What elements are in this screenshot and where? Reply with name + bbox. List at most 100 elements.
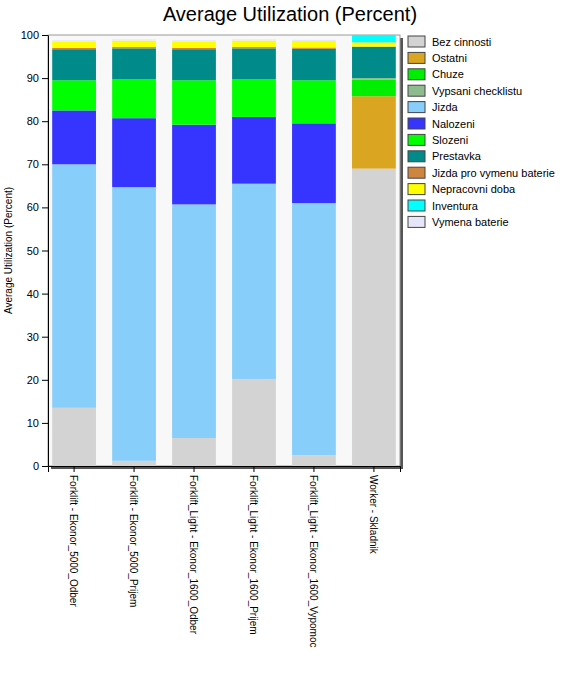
legend-entry: Prestavka (408, 150, 482, 162)
y-tick: 80 (27, 115, 48, 127)
bar-segment (112, 48, 156, 79)
bar-segment (292, 49, 336, 80)
y-tick-mark (42, 164, 48, 165)
bar-segment (232, 39, 276, 40)
bars (52, 35, 396, 466)
x-tick-label: Forklift - Ekonor_5000_Prijem (128, 475, 139, 607)
y-tick-label: 70 (27, 158, 39, 170)
legend-label: Prestavka (432, 150, 482, 162)
bar-segment (292, 40, 336, 41)
bar-segment (352, 47, 396, 78)
y-tick-mark (42, 78, 48, 79)
y-tick-label: 80 (27, 115, 39, 127)
y-tick-label: 10 (27, 417, 39, 429)
legend-label: Nepracovni doba (432, 183, 516, 195)
legend-swatch (408, 36, 425, 47)
bar-segment (52, 49, 96, 80)
bar-segment (172, 204, 216, 438)
legend-entry: Vymena baterie (408, 216, 509, 228)
bar-segment (352, 96, 396, 168)
bar-segment (292, 123, 336, 203)
x-tick-mark (373, 466, 374, 472)
x-tick-mark (74, 466, 75, 472)
series (352, 80, 396, 96)
legend-swatch (408, 102, 425, 113)
bar-segment (172, 41, 216, 42)
bar-segment (292, 47, 336, 48)
bar-segment (172, 49, 216, 80)
bar-segment (352, 169, 396, 466)
y-tick-mark (42, 380, 48, 381)
series (352, 35, 396, 42)
y-tick: 60 (27, 201, 48, 213)
x-tick-label: Forklift_Light - Ekonor_1600_Prijem (248, 475, 259, 635)
x-tick: Forklift_Light - Ekonor_1600_Odber (188, 466, 199, 635)
bar-segment (52, 164, 96, 408)
legend-label: Slozeni (432, 134, 468, 146)
series (52, 169, 396, 466)
y-tick-mark (42, 337, 48, 338)
legend-swatch (408, 216, 425, 227)
bar-segment (52, 80, 96, 110)
legend-label: Chuze (432, 68, 464, 80)
bar-segment (112, 79, 156, 118)
legend-swatch (408, 118, 425, 129)
bar-segment (232, 79, 276, 116)
x-tick-label: Worker - Skladnik (368, 475, 379, 555)
bar-segment (52, 41, 96, 42)
legend-entry: Nepracovni doba (408, 183, 516, 195)
bar-segment (112, 461, 156, 466)
legend-entry: Bez cinnosti (408, 36, 491, 48)
bar-segment (172, 125, 216, 205)
legend-entry: Jizda (408, 101, 459, 113)
x-tick-mark (194, 466, 195, 472)
legend-label: Jizda pro vymenu baterie (432, 167, 555, 179)
bar-segment (232, 117, 276, 184)
x-tick-label: Forklift_Light - Ekonor_1600_Vypomoc (308, 475, 319, 648)
y-tick-mark (42, 423, 48, 424)
y-tick-label: 90 (27, 72, 39, 84)
legend-label: Bez cinnosti (432, 36, 491, 48)
x-axis: Forklift - Ekonor_5000_OdberForklift - E… (49, 466, 401, 648)
y-tick: 40 (27, 288, 48, 300)
bar-segment (52, 110, 96, 164)
y-tick-mark (42, 294, 48, 295)
legend-entry: Chuze (408, 68, 464, 80)
bar-segment (352, 35, 396, 42)
legend-entry: Nalozeni (408, 118, 475, 130)
bar-segment (352, 35, 396, 36)
bar-segment (172, 438, 216, 466)
x-axis-line (49, 467, 401, 473)
legend-entry: Jizda pro vymenu baterie (408, 167, 555, 179)
y-axis: 0102030405060708090100 (21, 29, 49, 472)
legend-swatch (408, 134, 425, 145)
x-tick: Forklift_Light - Ekonor_1600_Vypomoc (308, 466, 319, 648)
legend-entry: Ostatni (408, 52, 467, 64)
series (352, 78, 396, 80)
y-tick: 70 (27, 158, 48, 170)
bar-segment (112, 39, 156, 40)
bar-segment (112, 41, 156, 47)
y-tick: 20 (27, 374, 48, 386)
y-tick: 10 (27, 417, 48, 429)
bar-segment (232, 41, 276, 47)
series (52, 164, 336, 461)
series (52, 41, 396, 48)
y-tick-mark (42, 35, 48, 36)
legend-label: Inventura (432, 200, 479, 212)
series (52, 39, 336, 41)
legend-swatch (408, 151, 425, 162)
plot-background (48, 35, 400, 466)
bar-segment (292, 41, 336, 42)
legend-entry: Inventura (408, 200, 479, 212)
x-tick-mark (134, 466, 135, 472)
y-tick-mark (42, 251, 48, 252)
y-axis-title: Average Utilization (Percent) (3, 187, 14, 314)
bar-segment (172, 80, 216, 124)
bar-segment (292, 41, 336, 47)
y-tick-label: 100 (21, 29, 39, 41)
legend: Bez cinnosti Ostatni Chuze Vypsani checklis… (408, 36, 555, 228)
y-tick-label: 0 (33, 460, 39, 472)
legend-entry: Vypsani checklistu (408, 85, 522, 97)
bar-segment (352, 42, 396, 46)
